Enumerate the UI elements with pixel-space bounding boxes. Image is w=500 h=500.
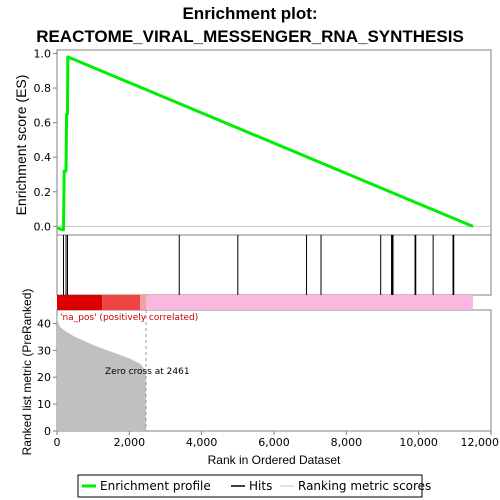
x-tick-label: 2,000 [114, 436, 146, 449]
positive-correlation-label: 'na_pos' (positively correlated) [60, 313, 198, 323]
metric-y-tick-label: 10 [37, 398, 51, 411]
es-y-tick-label: 0.0 [34, 220, 52, 233]
es-y-tick-label: 1.0 [34, 47, 52, 60]
es-y-tick-label: 0.4 [34, 151, 52, 164]
x-tick-label: 0 [54, 436, 61, 449]
color-bar-segment [57, 295, 103, 310]
enrichment-profile-line [56, 55, 474, 232]
es-y-tick-label: 0.2 [34, 186, 52, 199]
color-bar [57, 295, 473, 310]
metric-y-tick-label: 30 [37, 344, 51, 357]
legend-box [77, 474, 423, 498]
es-y-axis-label: Enrichment score (ES) [13, 75, 29, 216]
es-y-ticks: 0.0 0.2 0.4 0.6 0.8 1.0 [34, 47, 57, 233]
x-axis-label: Rank in Ordered Dataset [208, 453, 341, 467]
metric-y-tick-label: 0 [44, 425, 51, 438]
color-bar-segment [145, 295, 473, 310]
color-bar-segment [140, 295, 146, 310]
legend-label-ranking-metric: Ranking metric scores [298, 479, 431, 493]
es-y-tick-label: 0.8 [34, 82, 52, 95]
x-tick-label: 4,000 [186, 436, 218, 449]
metric-group [57, 310, 147, 431]
chart-title-line1: Enrichment plot: [182, 4, 317, 23]
x-tick-label: 12,000 [461, 436, 500, 449]
color-bar-segment [102, 295, 141, 310]
x-ticks: 0 2,000 4,000 6,000 8,000 10,000 12,000 [54, 431, 500, 449]
ranking-metric-area [57, 315, 146, 431]
metric-y-axis-label: Ranked list metric (PreRanked) [20, 289, 34, 456]
legend-label-hits: Hits [249, 479, 272, 493]
x-tick-label: 8,000 [331, 436, 363, 449]
es-line-group [56, 55, 474, 232]
x-tick-label: 6,000 [258, 436, 290, 449]
x-tick-label: 10,000 [399, 436, 438, 449]
zero-cross-label: Zero cross at 2461 [105, 367, 190, 377]
metric-y-tick-label: 40 [37, 317, 51, 330]
metric-y-ticks: 0 10 20 30 40 [37, 317, 57, 438]
chart-title-line2: REACTOME_VIRAL_MESSENGER_RNA_SYNTHESIS [36, 27, 464, 46]
es-y-tick-label: 0.6 [34, 117, 52, 130]
legend-label-enrichment-profile: Enrichment profile [100, 479, 211, 493]
hits-group [63, 235, 455, 295]
metric-y-tick-label: 20 [37, 371, 51, 384]
hits-panel-frame [56, 234, 492, 296]
